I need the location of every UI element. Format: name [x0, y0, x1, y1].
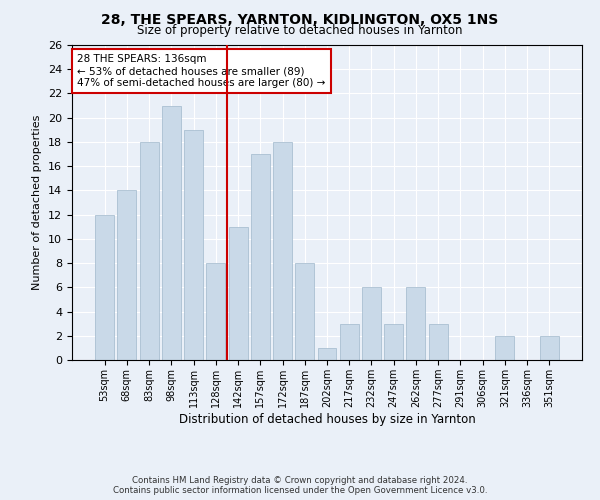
- Text: Size of property relative to detached houses in Yarnton: Size of property relative to detached ho…: [137, 24, 463, 37]
- Bar: [406, 288, 425, 360]
- Bar: [540, 336, 559, 360]
- X-axis label: Distribution of detached houses by size in Yarnton: Distribution of detached houses by size …: [179, 412, 475, 426]
- Bar: [384, 324, 403, 360]
- Bar: [251, 154, 270, 360]
- Bar: [429, 324, 448, 360]
- Bar: [317, 348, 337, 360]
- Bar: [95, 214, 114, 360]
- Bar: [229, 226, 248, 360]
- Text: 28, THE SPEARS, YARNTON, KIDLINGTON, OX5 1NS: 28, THE SPEARS, YARNTON, KIDLINGTON, OX5…: [101, 12, 499, 26]
- Bar: [206, 263, 225, 360]
- Bar: [162, 106, 181, 360]
- Y-axis label: Number of detached properties: Number of detached properties: [32, 115, 43, 290]
- Bar: [496, 336, 514, 360]
- Bar: [273, 142, 292, 360]
- Bar: [118, 190, 136, 360]
- Bar: [362, 288, 381, 360]
- Bar: [295, 263, 314, 360]
- Bar: [140, 142, 158, 360]
- Bar: [340, 324, 359, 360]
- Text: Contains HM Land Registry data © Crown copyright and database right 2024.
Contai: Contains HM Land Registry data © Crown c…: [113, 476, 487, 495]
- Text: 28 THE SPEARS: 136sqm
← 53% of detached houses are smaller (89)
47% of semi-deta: 28 THE SPEARS: 136sqm ← 53% of detached …: [77, 54, 325, 88]
- Bar: [184, 130, 203, 360]
